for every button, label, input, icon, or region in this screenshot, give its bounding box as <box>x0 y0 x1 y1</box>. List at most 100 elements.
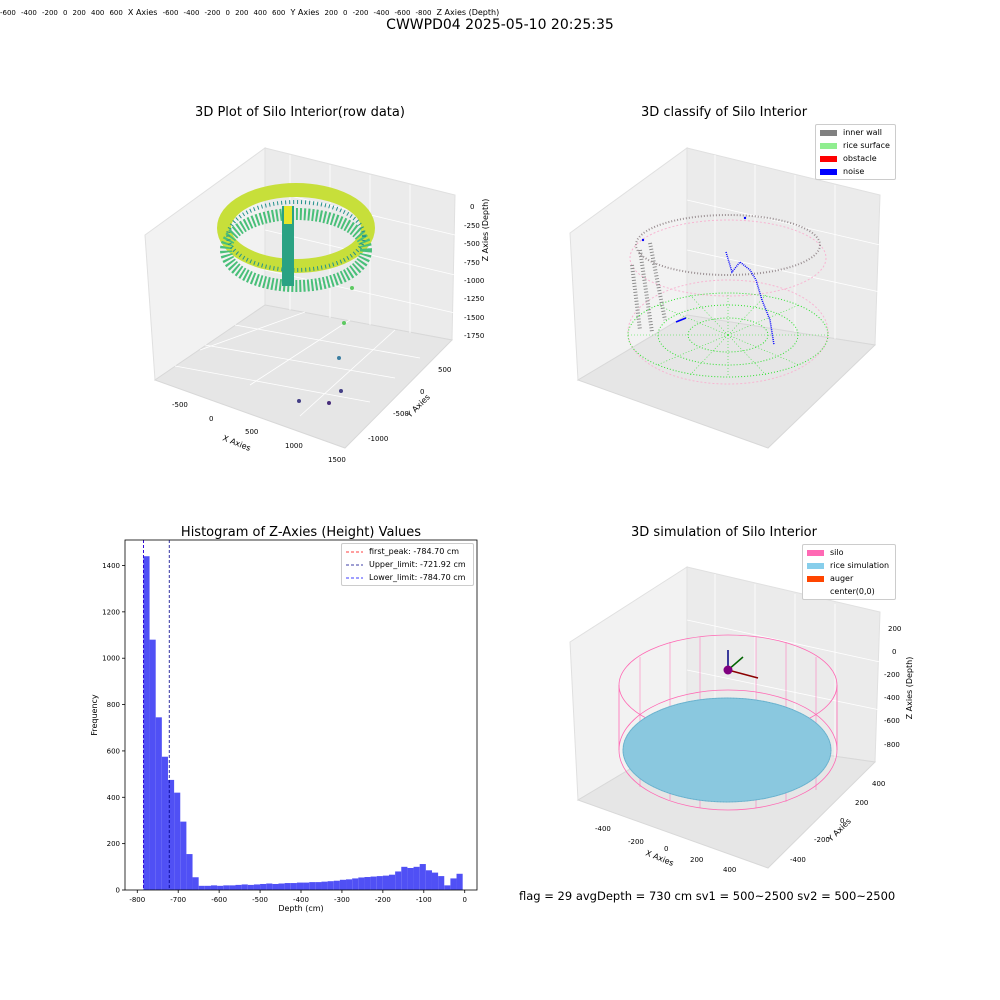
histogram-x-tick-label-5: -300 <box>334 896 350 904</box>
histogram-bar-1 <box>149 639 156 890</box>
raw-point-cloud <box>217 183 375 405</box>
histogram-x-tick-label-0: -800 <box>129 896 145 904</box>
histogram-bar-43 <box>407 867 414 890</box>
classify-point-cloud <box>627 214 829 385</box>
histogram-bar-42 <box>401 866 408 890</box>
histogram-x-tick-label-7: -100 <box>416 896 432 904</box>
raw-z-label: Z Axies (Depth) <box>481 199 490 262</box>
histogram-bar-15 <box>235 884 242 890</box>
histogram-bar-31 <box>333 880 340 890</box>
histogram-bar-10 <box>204 885 211 890</box>
svg-text:-500: -500 <box>464 240 480 248</box>
histogram-legend: first_peak: -784.70 cm Upper_limit: -721… <box>341 543 474 586</box>
simulation-x-label: X Axies <box>644 849 675 868</box>
svg-text:500: 500 <box>438 366 451 374</box>
histogram-bar-44 <box>413 866 420 890</box>
legend-item-inner-wall: inner wall <box>816 126 895 139</box>
simulation-plot-title: 3D simulation of Silo Interior <box>631 525 818 540</box>
svg-text:-200: -200 <box>814 836 830 844</box>
raw-plot-title: 3D Plot of Silo Interior(row data) <box>195 105 405 120</box>
svg-text:-1000: -1000 <box>464 277 484 285</box>
histogram-bar-12 <box>217 885 224 890</box>
histogram-bar-35 <box>358 877 365 890</box>
raw-x-ticks: -500 0 500 1000 1500 <box>172 401 346 464</box>
histogram-bar-50 <box>450 878 457 890</box>
histogram-bars <box>143 556 463 890</box>
histogram-bar-9 <box>198 885 205 890</box>
histogram-bar-14 <box>229 885 236 890</box>
classify-plot-title: 3D classify of Silo Interior <box>641 105 808 120</box>
legend-item-upper-limit: Upper_limit: -721.92 cm <box>346 560 466 569</box>
svg-text:0: 0 <box>664 845 668 853</box>
svg-text:1500: 1500 <box>328 456 346 464</box>
histogram-bar-16 <box>241 884 248 890</box>
simulation-z-label: Z Axies (Depth) <box>905 657 914 720</box>
histogram-bar-5 <box>174 792 181 890</box>
svg-text:1000: 1000 <box>285 442 303 450</box>
classify-y-label: Y Axies <box>290 8 320 17</box>
classify-x-ticks: -600 -400 -200 0 200 400 600 <box>0 9 123 17</box>
histogram-bar-18 <box>253 884 261 890</box>
classify-z-label: Z Axies (Depth) <box>436 8 500 17</box>
svg-text:0: 0 <box>470 203 474 211</box>
histogram-x-ticks: -800 -700 -600 -500 -400 -300 -200 -100 0 <box>129 890 467 904</box>
histogram-y-tick-label-7: 1400 <box>102 562 120 570</box>
svg-text:-1250: -1250 <box>464 295 484 303</box>
histogram-bar-0 <box>143 556 150 890</box>
histogram-bar-25 <box>296 882 304 890</box>
simulation-z-ticks: 200 0 -200 -400 -600 -800 <box>884 625 901 749</box>
svg-text:-1500: -1500 <box>464 314 484 322</box>
svg-text:0: 0 <box>420 388 424 396</box>
histogram-bar-28 <box>315 882 322 890</box>
histogram-bar-21 <box>272 883 279 890</box>
histogram-bar-39 <box>382 875 389 890</box>
histogram-bar-13 <box>223 885 230 890</box>
classify-x-label: X Axies <box>127 8 158 17</box>
classify-3d-plot: 3D classify of Silo Interior <box>569 105 881 449</box>
simulation-y-ticks: -400 -200 0 200 400 <box>790 780 885 864</box>
histogram-bar-41 <box>395 871 402 890</box>
histogram-bar-8 <box>192 877 199 890</box>
svg-text:-400: -400 <box>595 825 611 833</box>
histogram-bar-11 <box>210 885 218 890</box>
svg-text:-1000: -1000 <box>368 435 388 443</box>
histogram-bar-49 <box>444 885 451 890</box>
histogram-x-tick-label-8: 0 <box>462 896 466 904</box>
legend-item-rice-simulation: rice simulation <box>803 559 895 572</box>
histogram-bar-36 <box>364 877 371 890</box>
legend-item-lower-limit: Lower_limit: -784.70 cm <box>346 573 466 582</box>
svg-text:-800: -800 <box>884 741 900 749</box>
histogram-y-tick-label-2: 400 <box>107 794 120 802</box>
histogram-bar-34 <box>352 878 359 890</box>
svg-text:-600: -600 <box>884 717 900 725</box>
histogram-bar-20 <box>266 883 273 890</box>
figure-title: CWWPD04 2025-05-10 20:25:35 <box>386 17 614 33</box>
raw-y-ticks: -1000 -500 0 500 <box>368 366 451 443</box>
histogram-bar-2 <box>155 717 162 890</box>
histogram-bar-3 <box>161 756 168 890</box>
histogram-bar-29 <box>321 881 328 890</box>
svg-text:200: 200 <box>690 856 703 864</box>
histogram-title: Histogram of Z-Axies (Height) Values <box>181 525 421 540</box>
legend-item-rice-surface: rice surface <box>816 139 895 152</box>
histogram-x-tick-label-4: -400 <box>293 896 309 904</box>
simulation-x-ticks: -400 -200 0 200 400 <box>595 825 736 874</box>
histogram-y-tick-label-1: 200 <box>107 840 120 848</box>
svg-text:-750: -750 <box>464 259 480 267</box>
legend-item-auger: auger <box>803 572 895 585</box>
svg-text:0: 0 <box>892 648 896 656</box>
raw-x-label: X Axies <box>221 434 252 453</box>
simulation-3d-plot: 3D simulation of Silo Interior -400 -200… <box>569 525 914 874</box>
histogram-bar-4 <box>167 779 175 890</box>
histogram-bar-38 <box>376 876 383 890</box>
histogram-bar-47 <box>431 872 439 890</box>
legend-item-noise: noise <box>816 165 895 178</box>
svg-text:-200: -200 <box>884 671 900 679</box>
svg-text:-200: -200 <box>628 838 644 846</box>
rice-simulation-surface <box>622 697 832 803</box>
histogram-y-tick-label-4: 800 <box>107 701 120 709</box>
histogram-bar-19 <box>260 883 267 890</box>
classify-z-ticks: 200 0 -200 -400 -600 -800 <box>324 9 432 17</box>
histogram-chart: Histogram of Z-Axies (Height) Values -80… <box>90 525 478 913</box>
histogram-bar-40 <box>389 874 396 890</box>
